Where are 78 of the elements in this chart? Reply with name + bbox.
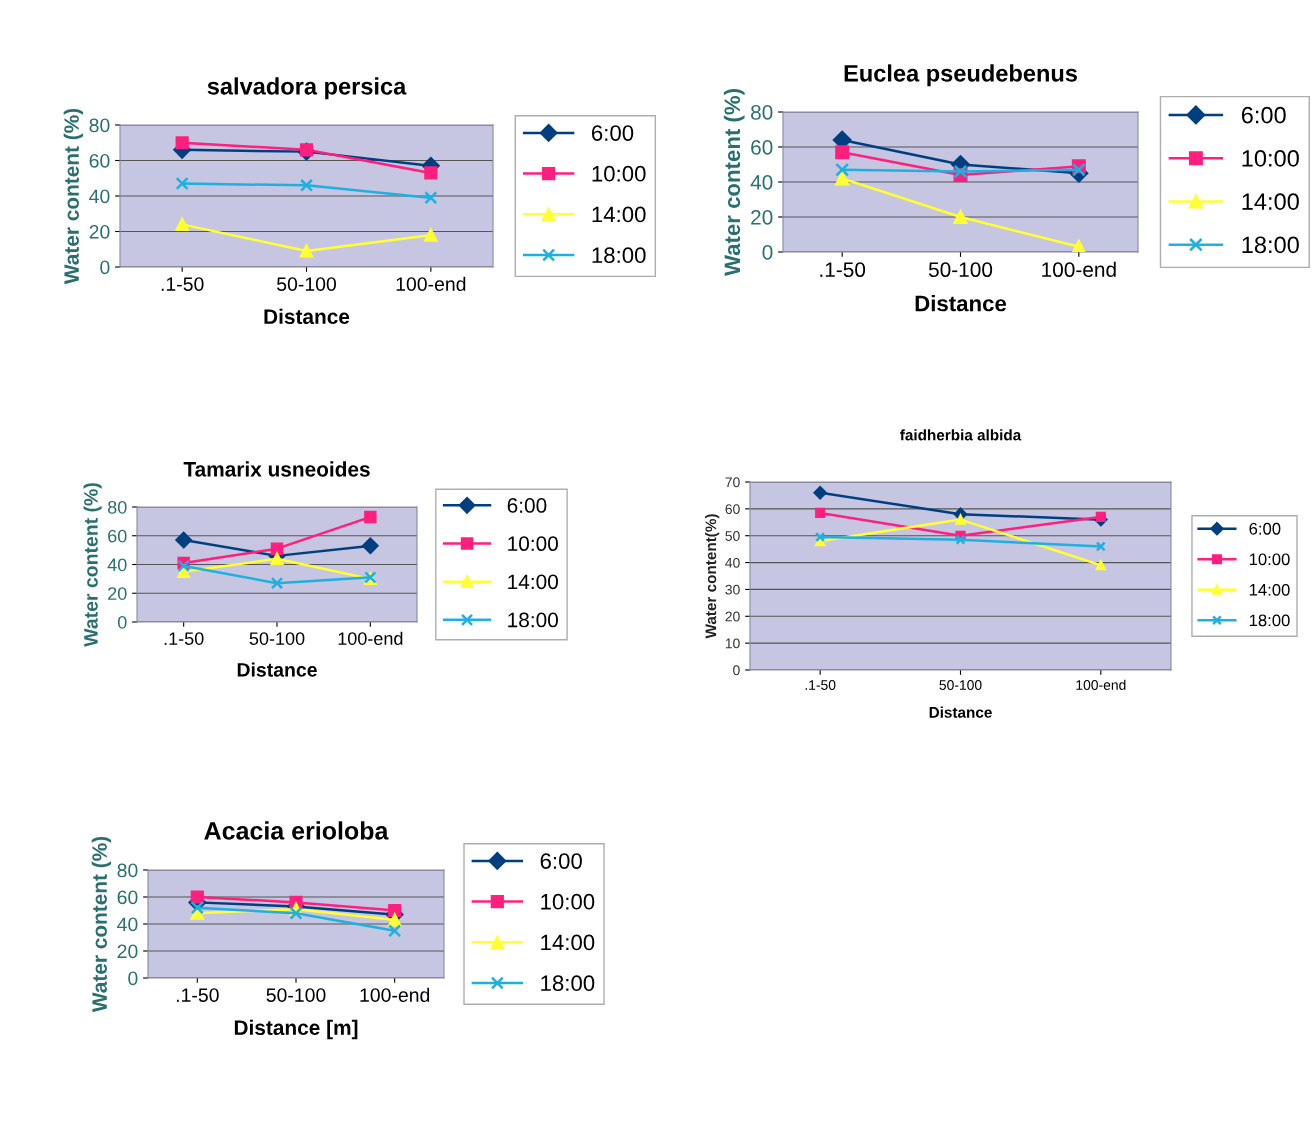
y-tick-label: 40 — [117, 917, 138, 932]
legend-label: 18:00 — [508, 612, 558, 628]
legend-label: 14:00 — [541, 934, 595, 951]
chart-title: faidherbia albida — [900, 429, 1022, 441]
chart-title: Acacia erioloba — [204, 821, 389, 840]
y-tick-label: 0 — [117, 615, 127, 629]
y-tick-label: 0 — [733, 665, 740, 676]
legend-label: 10:00 — [508, 536, 558, 552]
x-axis-title: Distance — [929, 706, 992, 718]
chart-title: Tamarix usneoides — [183, 461, 370, 477]
y-tick-label: 40 — [725, 557, 740, 568]
y-axis-title: Water content(%) — [705, 514, 720, 639]
legend-label: 18:00 — [1242, 236, 1299, 254]
legend-label: 6:00 — [540, 853, 582, 869]
y-tick-label: 10 — [725, 638, 740, 649]
legend-label: 10:00 — [541, 893, 595, 910]
y-tick-label: 40 — [89, 189, 110, 204]
y-axis-title: Water content (%) — [91, 836, 112, 1013]
y-tick-label: 80 — [107, 500, 127, 514]
legend-label: 18:00 — [541, 975, 595, 992]
y-tick-label: 20 — [108, 587, 127, 600]
y-tick-label: 20 — [751, 210, 773, 225]
x-tick-label: 50-100 — [277, 277, 337, 291]
y-tick-label: 50 — [725, 531, 740, 541]
y-tick-label: 80 — [89, 118, 110, 133]
x-tick-label: .1-50 — [161, 277, 204, 291]
y-tick-label: 60 — [89, 153, 110, 168]
y-tick-label: 0 — [128, 971, 138, 986]
legend-label: 6:00 — [1249, 522, 1281, 535]
y-tick-label: 80 — [751, 105, 773, 120]
y-tick-label: 60 — [108, 529, 127, 543]
y-tick-label: 0 — [762, 245, 773, 260]
y-tick-label: 60 — [117, 890, 138, 905]
legend-label: 14:00 — [1249, 583, 1290, 596]
legend-label: 18:00 — [1249, 614, 1290, 627]
legend-label: 6:00 — [507, 498, 547, 513]
legend-label: 6:00 — [591, 125, 634, 141]
x-tick-label: 100-end — [1042, 261, 1116, 278]
y-tick-label: 40 — [750, 175, 773, 190]
legend-label: 14:00 — [508, 574, 558, 590]
x-axis-title: Distance — [915, 295, 1007, 312]
y-tick-label: 60 — [725, 504, 740, 515]
x-tick-label: 50-100 — [928, 262, 993, 278]
x-tick-label: 50-100 — [266, 988, 326, 1002]
legend-label: 6:00 — [1241, 106, 1286, 124]
y-axis-title: Water content (%) — [63, 108, 84, 285]
y-tick-label: 70 — [725, 477, 740, 488]
x-tick-label: .1-50 — [820, 262, 866, 278]
y-tick-label: 20 — [725, 611, 740, 622]
x-axis-title: Distance [m] — [234, 1019, 358, 1040]
x-tick-label: 50-100 — [939, 680, 982, 690]
legend-label: 14:00 — [592, 206, 646, 223]
x-tick-label: 100-end — [360, 987, 430, 1002]
y-tick-label: 20 — [89, 224, 110, 239]
y-tick-label: 0 — [100, 260, 110, 275]
x-tick-label: 50-100 — [249, 632, 305, 645]
legend-label: 14:00 — [1242, 193, 1299, 210]
x-tick-label: 100-end — [396, 276, 466, 291]
y-tick-label: 20 — [117, 944, 138, 959]
legend-label: 10:00 — [592, 165, 646, 182]
y-tick-label: 40 — [107, 558, 127, 572]
y-tick-label: 60 — [751, 140, 773, 155]
x-tick-label: .1-50 — [805, 680, 836, 690]
y-axis-title: Water content (%) — [83, 483, 102, 647]
x-tick-label: .1-50 — [164, 632, 204, 645]
x-tick-label: 100-end — [1076, 679, 1126, 690]
legend-label: 18:00 — [592, 247, 646, 264]
chart-title: Euclea pseudebenus — [844, 64, 1077, 87]
x-axis-title: Distance — [237, 662, 317, 677]
legend-label: 10:00 — [1249, 553, 1290, 566]
x-tick-label: 100-end — [338, 631, 403, 645]
x-axis-title: Distance — [264, 308, 350, 325]
y-tick-label: 80 — [117, 863, 138, 878]
y-axis-title: Water content (%) — [723, 89, 745, 276]
x-tick-label: .1-50 — [176, 988, 219, 1002]
y-tick-label: 30 — [725, 584, 740, 595]
legend-label: 10:00 — [1242, 149, 1299, 167]
chart-title: salvadora persica — [207, 77, 407, 100]
